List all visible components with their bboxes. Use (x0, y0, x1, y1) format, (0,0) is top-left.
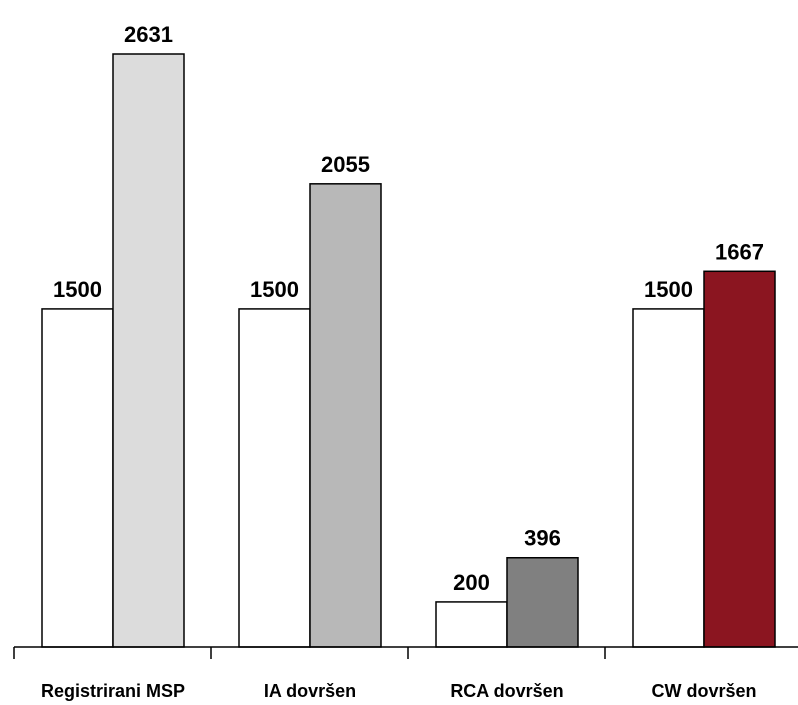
bar-actual-registrirani-msp (112, 53, 185, 648)
bars-group (41, 53, 776, 648)
bar-target-rca-dovr-en (435, 601, 508, 648)
value-label-target-registrirani-msp: 1500 (53, 277, 102, 302)
category-labels-group: Registrirani MSP IA dovršen RCA dovršen CW … (41, 681, 757, 701)
bar-actual-rca-dovr-en (506, 556, 579, 648)
category-label-registrirani-msp: Registrirani MSP (41, 681, 185, 701)
bar-actual-cw-dovr-en (703, 270, 776, 648)
x-axis (13, 646, 798, 659)
bar-target-registrirani-msp (41, 308, 114, 648)
value-label-target-ia-dovr-en: 1500 (250, 277, 299, 302)
category-label-rca-dovr-en: RCA dovršen (450, 681, 563, 701)
value-label-target-cw-dovr-en: 1500 (644, 277, 693, 302)
value-label-actual-cw-dovr-en: 1667 (715, 239, 764, 264)
value-label-target-rca-dovr-en: 200 (453, 570, 490, 595)
bar-target-cw-dovr-en (632, 308, 705, 648)
category-label-ia-dovr-en: IA dovršen (264, 681, 356, 701)
value-label-actual-ia-dovr-en: 2055 (321, 152, 370, 177)
value-label-actual-rca-dovr-en: 396 (524, 526, 561, 551)
bar-target-ia-dovr-en (238, 308, 311, 648)
value-label-actual-registrirani-msp: 2631 (124, 22, 173, 47)
bar-actual-ia-dovr-en (309, 183, 382, 648)
value-labels-group: 1500 2631 1500 2055 200 396 1500 1667 (53, 22, 764, 595)
category-label-cw-dovr-en: CW dovršen (651, 681, 756, 701)
